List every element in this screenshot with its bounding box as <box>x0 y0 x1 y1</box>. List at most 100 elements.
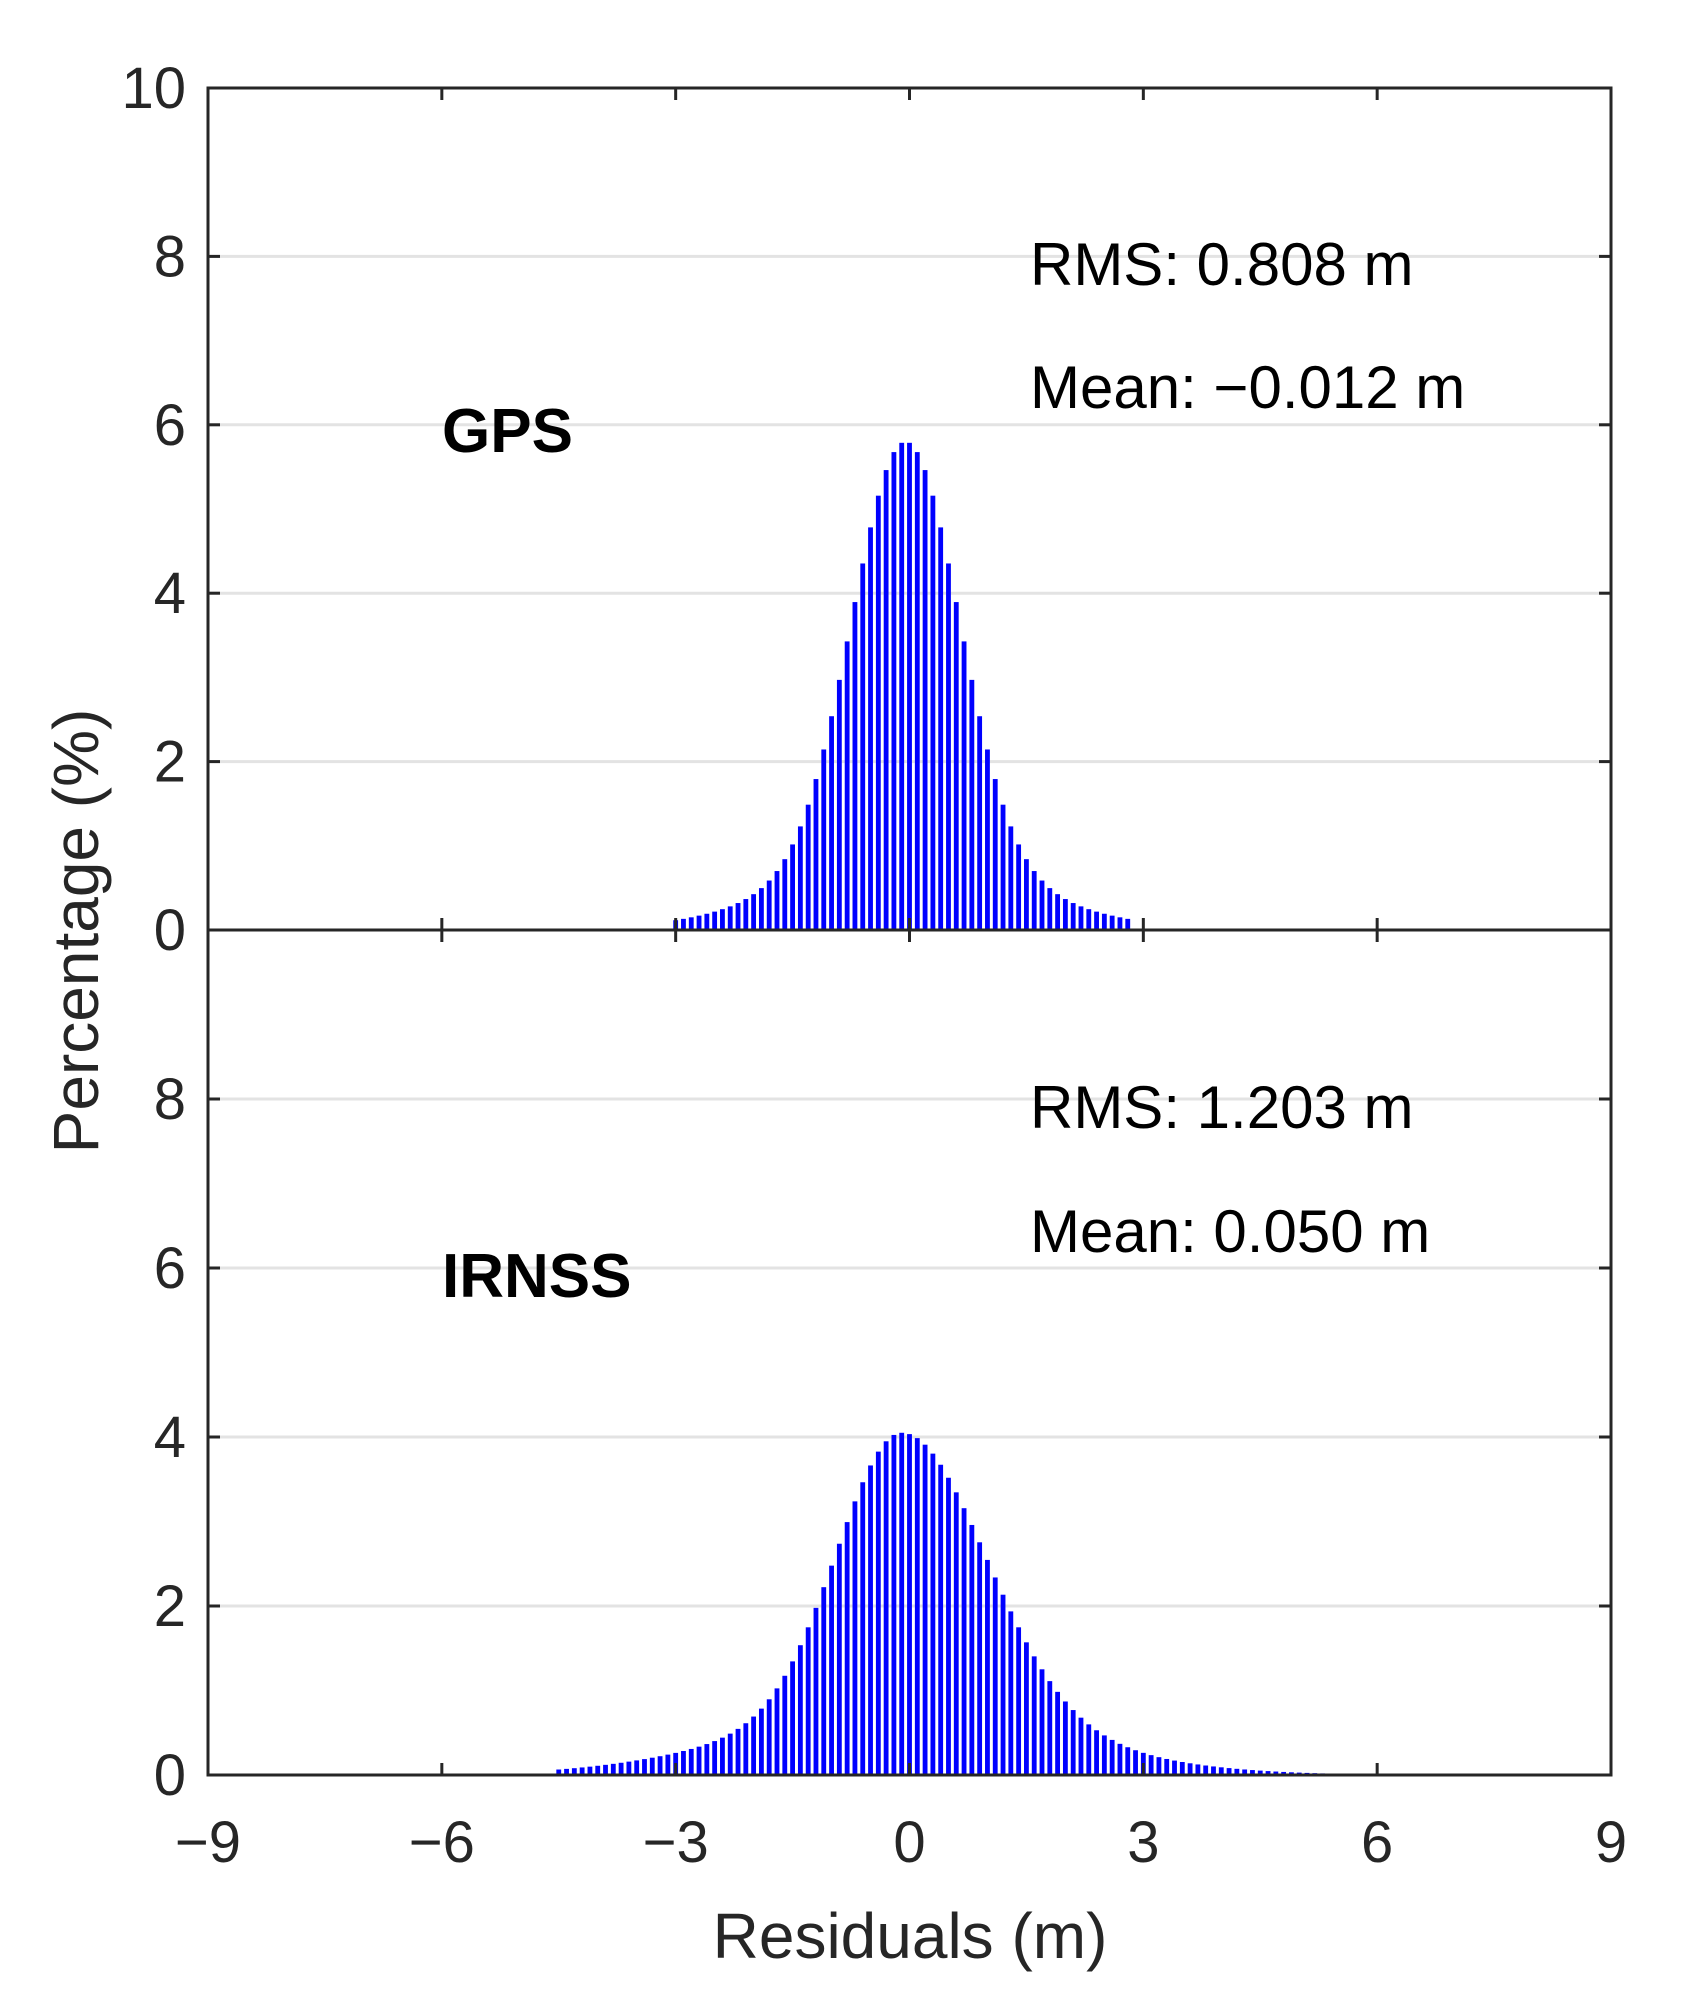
irnss-histogram-bar <box>813 1607 819 1775</box>
irnss-histogram-bar <box>797 1645 803 1775</box>
irnss-histogram-bar <box>1250 1770 1255 1775</box>
irnss-histogram-bar <box>961 1508 967 1775</box>
gps-histogram-bar <box>766 880 772 930</box>
gps-histogram-bar <box>899 442 905 930</box>
irnss-panel-label: IRNSS <box>442 1242 631 1311</box>
irnss-histogram-bar <box>1070 1710 1076 1775</box>
irnss-histogram-bar <box>774 1688 780 1775</box>
gps-histogram-bar <box>1117 917 1123 930</box>
irnss-histogram-bar <box>899 1432 905 1775</box>
gps-histogram-bar <box>938 527 944 930</box>
x-axis-title: Residuals (m) <box>713 1900 1108 1972</box>
irnss-histogram-bar <box>852 1501 858 1775</box>
irnss-histogram-bars <box>556 1432 1341 1775</box>
irnss-histogram-bar <box>720 1737 725 1775</box>
irnss-histogram-bar <box>1226 1768 1232 1775</box>
gps-histogram-bar <box>790 844 795 930</box>
gps-histogram-bar <box>813 779 819 930</box>
gps-histogram-bar <box>1047 888 1053 930</box>
irnss-histogram-bar <box>1055 1691 1061 1775</box>
gps-histogram-bar <box>946 563 951 930</box>
irnss-histogram-bar <box>891 1434 897 1775</box>
irnss-histogram-bar <box>618 1762 624 1775</box>
irnss-histogram-bar <box>704 1744 710 1775</box>
irnss-histogram-bar <box>1203 1765 1209 1775</box>
gps-rms-text: RMS: 0.808 m <box>1030 231 1413 298</box>
irnss-histogram-bar <box>1062 1701 1068 1775</box>
gps-histogram-bar <box>985 749 990 930</box>
gps-histogram-bar <box>914 452 920 930</box>
irnss-histogram-bar <box>1031 1656 1037 1775</box>
gps-histogram-bar <box>1055 894 1061 930</box>
irnss-histogram-bar <box>1273 1771 1279 1775</box>
gps-histogram-bar <box>681 918 686 930</box>
irnss-y-tick-label: 6 <box>154 1236 186 1301</box>
irnss-histogram-bar <box>860 1482 866 1775</box>
gps-histogram-bar <box>821 749 827 930</box>
y-axis-title: Percentage (%) <box>40 709 112 1154</box>
irnss-histogram-bar <box>587 1766 593 1775</box>
gps-y-tick-label: 8 <box>154 224 186 289</box>
irnss-histogram-bar <box>1101 1735 1107 1775</box>
irnss-histogram-bar <box>1257 1770 1263 1775</box>
irnss-histogram-bar <box>1047 1681 1053 1775</box>
gps-y-tick-label: 0 <box>154 898 186 963</box>
irnss-histogram-bar <box>657 1756 663 1775</box>
gps-histogram-bar <box>969 679 975 930</box>
gps-histogram-bar <box>1062 899 1068 930</box>
irnss-histogram-bar <box>829 1565 834 1775</box>
irnss-histogram-bar <box>556 1769 562 1775</box>
gps-histogram-bar <box>758 888 764 930</box>
irnss-y-tick-label: 8 <box>154 1067 186 1132</box>
irnss-histogram-bar <box>985 1559 990 1775</box>
irnss-histogram-bar <box>1172 1760 1177 1775</box>
irnss-histogram-bar <box>688 1748 694 1775</box>
irnss-histogram-bar <box>821 1587 827 1775</box>
irnss-histogram-bar <box>665 1754 671 1775</box>
x-tick-label: −3 <box>643 1810 709 1875</box>
gps-histogram-bar <box>727 906 733 930</box>
gps-histogram-bar <box>704 913 710 930</box>
irnss-histogram-bar <box>1156 1757 1162 1775</box>
x-tick-label: −6 <box>409 1810 475 1875</box>
gps-y-tick-label: 6 <box>154 393 186 458</box>
gps-mean-text: Mean: −0.012 m <box>1030 354 1465 421</box>
irnss-y-tick-label: 0 <box>154 1743 186 1808</box>
irnss-histogram-bar <box>1179 1762 1185 1775</box>
gps-histogram-bar <box>720 909 725 930</box>
gps-histogram-bar <box>797 826 803 930</box>
irnss-histogram-bar <box>1109 1739 1115 1775</box>
irnss-histogram-bar <box>969 1524 975 1775</box>
gps-histogram-bar <box>1000 804 1006 930</box>
irnss-histogram-bar <box>743 1723 749 1775</box>
irnss-histogram-bar <box>626 1761 632 1775</box>
gps-panel: 0 2 4 6 8 10 GPS RMS: 0.808 m Mean: −0.012 m <box>121 56 1613 963</box>
irnss-histogram-bar <box>649 1757 655 1775</box>
irnss-rms-text: RMS: 1.203 m <box>1030 1074 1413 1141</box>
irnss-histogram-bar <box>766 1699 772 1775</box>
irnss-histogram-bar <box>836 1543 842 1775</box>
irnss-histogram-bar <box>1024 1642 1029 1775</box>
irnss-panel: 0 2 4 6 8 IRNSS RMS: 1.203 m Mean: 0.050 m <box>154 928 1613 1808</box>
irnss-histogram-bar <box>564 1768 569 1775</box>
irnss-histogram-bar <box>844 1522 850 1775</box>
irnss-histogram-bar <box>595 1765 601 1775</box>
gps-histogram-bar <box>774 871 780 930</box>
gps-histogram-bar <box>743 899 749 930</box>
gps-histogram-bars <box>673 442 1131 930</box>
irnss-histogram-bar <box>1016 1627 1022 1775</box>
gps-y-tick-label: 10 <box>121 56 186 121</box>
irnss-histogram-bar <box>977 1542 983 1775</box>
gps-histogram-bar <box>1125 918 1131 930</box>
irnss-histogram-bar <box>1195 1764 1201 1775</box>
gps-histogram-bar <box>977 716 983 930</box>
gps-histogram-bar <box>712 911 718 930</box>
irnss-histogram-bar <box>1211 1766 1216 1775</box>
gps-histogram-bar <box>930 495 936 930</box>
gps-histogram-bar <box>1078 906 1084 930</box>
irnss-histogram-bar <box>1086 1724 1092 1775</box>
irnss-histogram-bar <box>1187 1763 1193 1775</box>
gps-histogram-bar <box>860 563 866 930</box>
gps-histogram-bar <box>922 470 928 930</box>
